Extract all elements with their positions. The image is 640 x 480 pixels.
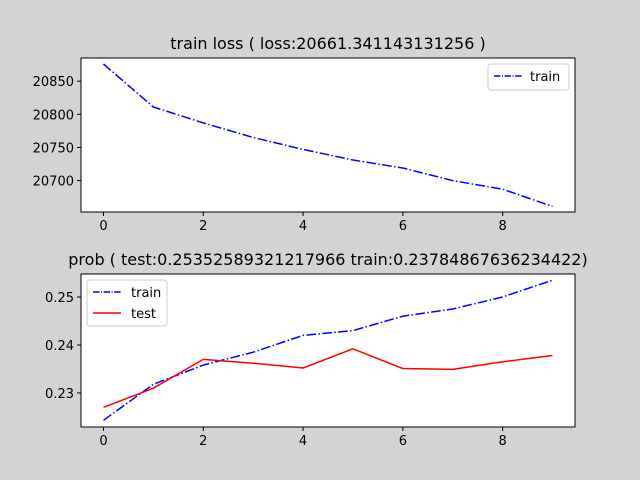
prob-xtick-label: 4 — [299, 434, 307, 449]
loss-legend-box — [487, 63, 570, 91]
loss-ytick-label: 20700 — [33, 175, 74, 190]
prob-xtick-label: 2 — [199, 434, 207, 449]
prob-plot-area — [80, 273, 576, 428]
prob-series-train-line — [103, 279, 553, 421]
prob-ytick-label: 0.25 — [45, 291, 74, 306]
loss-series-train-line — [103, 63, 553, 208]
loss-chart-title: train loss ( loss:20661.341143131256 ) — [170, 34, 485, 53]
loss-legend: train — [487, 63, 570, 91]
loss-xtick-label: 2 — [199, 219, 207, 234]
prob-chart-title: prob ( test:0.25352589321217966 train:0.… — [68, 250, 587, 269]
loss-xtick-label: 6 — [399, 219, 407, 234]
loss-ytick-label: 20750 — [33, 141, 74, 156]
prob-ytick-label: 0.23 — [45, 387, 74, 402]
prob-series-test-line — [103, 348, 553, 409]
prob-panel: prob ( test:0.25352589321217966 train:0.… — [45, 250, 588, 449]
loss-xtick-label: 4 — [299, 219, 307, 234]
loss-ytick-label: 20850 — [33, 75, 74, 90]
loss-ytick-label: 20800 — [33, 108, 74, 123]
prob-xtick-label: 6 — [399, 434, 407, 449]
loss-legend-train-label: train — [530, 70, 560, 85]
prob-legend: train test — [86, 279, 168, 327]
loss-panel: train loss ( loss:20661.341143131256 ) 0… — [33, 34, 576, 234]
loss-xtick-label: 8 — [499, 219, 507, 234]
loss-xtick-label: 0 — [99, 219, 107, 234]
prob-xtick-label: 0 — [99, 434, 107, 449]
prob-legend-train-label: train — [131, 286, 161, 301]
prob-xtick-label: 8 — [499, 434, 507, 449]
prob-legend-test-label: test — [131, 307, 156, 322]
prob-ytick-label: 0.24 — [45, 339, 74, 354]
